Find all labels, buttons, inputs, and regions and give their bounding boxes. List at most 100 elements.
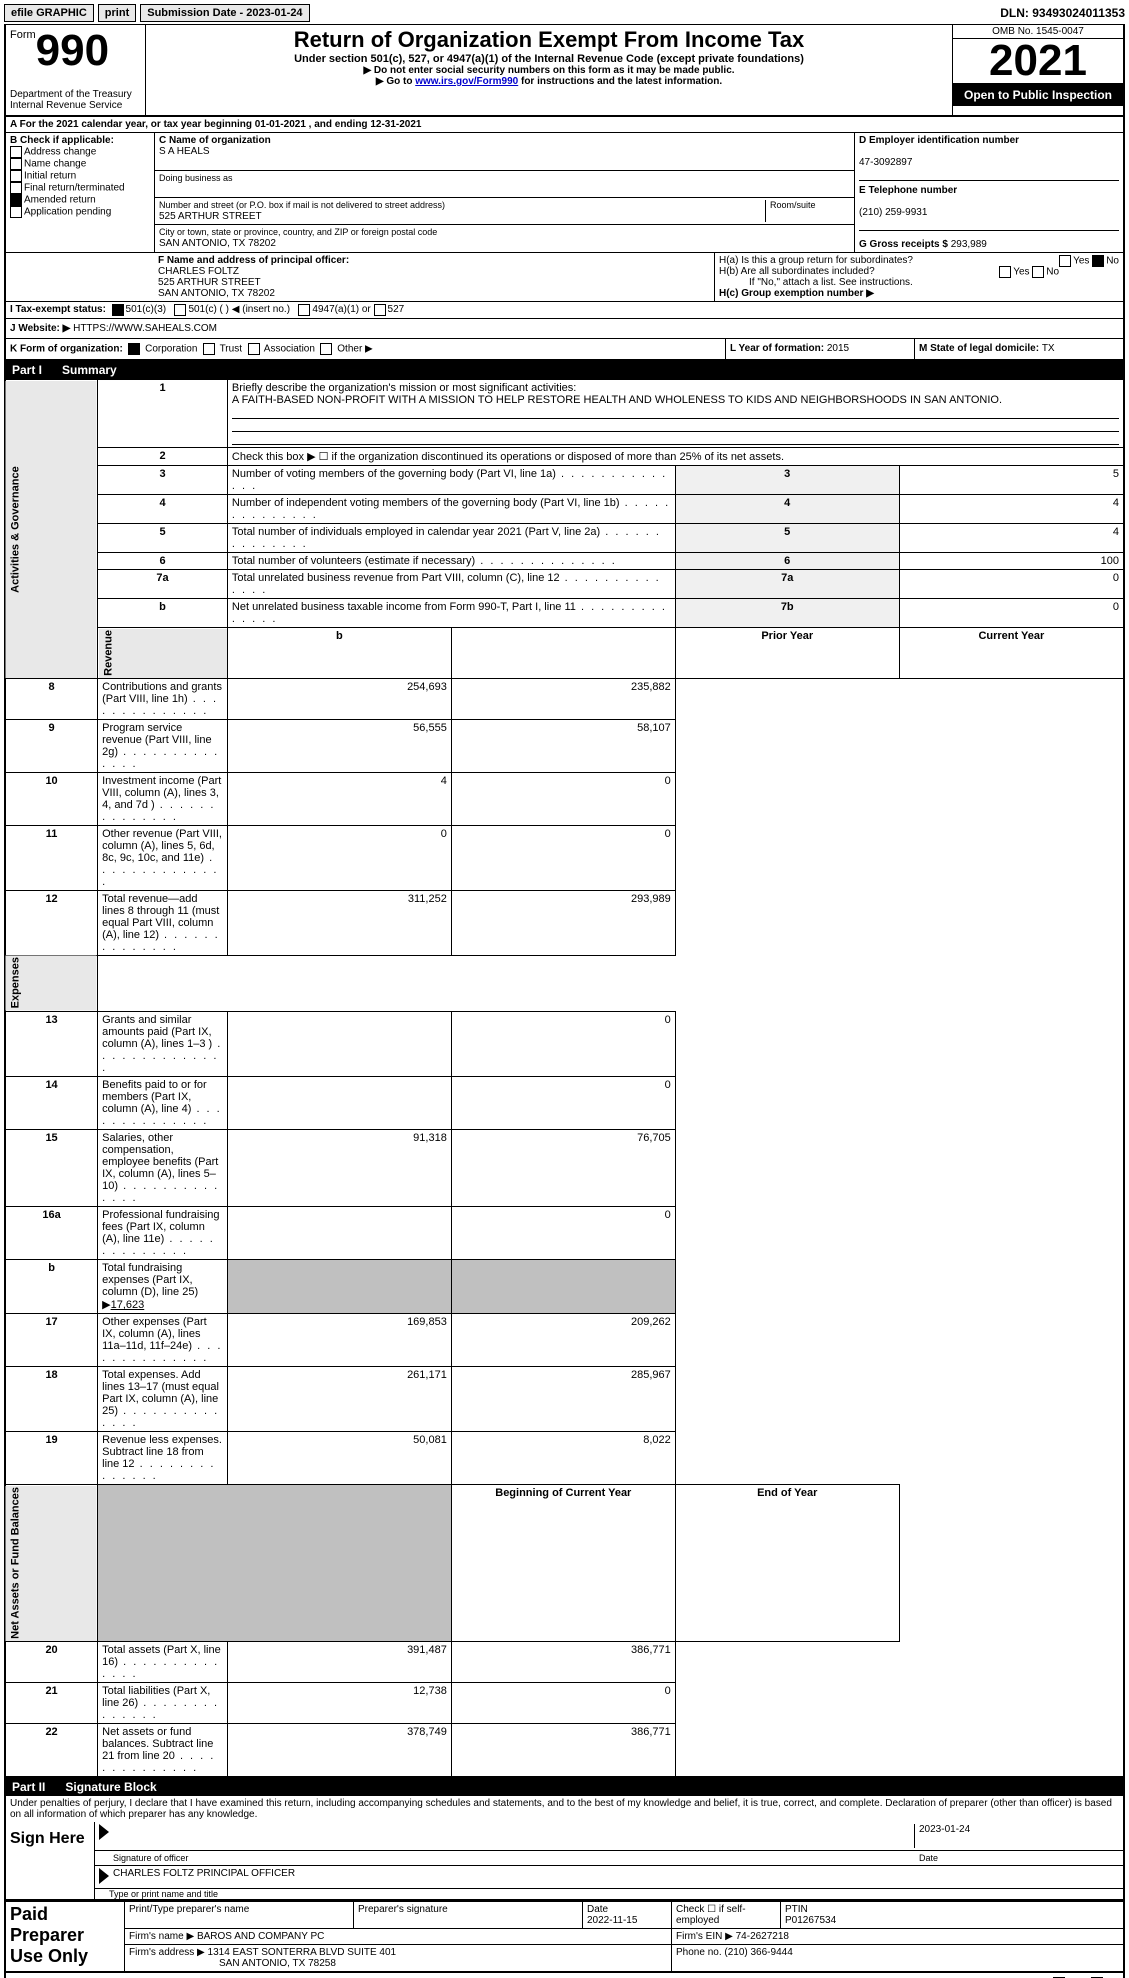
calendar-year-line: A For the 2021 calendar year, or tax yea… — [6, 117, 1123, 133]
final-return-checkbox[interactable] — [10, 182, 22, 194]
paid-preparer-label: Paid Preparer Use Only — [5, 1902, 125, 1973]
table-row: 10Investment income (Part VIII, column (… — [5, 772, 1124, 825]
city-state-zip: SAN ANTONIO, TX 78202 — [159, 238, 276, 249]
website-url: HTTPS://WWW.SAHEALS.COM — [73, 323, 217, 334]
line-2: Check this box ▶ ☐ if the organization d… — [227, 448, 1124, 466]
firm-phone: (210) 366-9444 — [724, 1947, 792, 1958]
officer-name: CHARLES FOLTZ PRINCIPAL OFFICER — [113, 1868, 295, 1886]
table-row: 17Other expenses (Part IX, column (A), l… — [5, 1314, 1124, 1367]
table-row: 13Grants and similar amounts paid (Part … — [5, 1012, 1124, 1077]
k-l-m-row: K Form of organization: Corporation Trus… — [6, 339, 1123, 359]
initial-return-checkbox[interactable] — [10, 170, 22, 182]
org-name: S A HEALS — [159, 146, 210, 157]
efile-label: efile GRAPHIC — [4, 4, 94, 22]
part1-header: Part I Summary — [4, 361, 1125, 379]
print-button[interactable]: print — [98, 4, 136, 22]
hb-yes-checkbox[interactable] — [999, 266, 1011, 278]
street-address: 525 ARTHUR STREET — [159, 211, 262, 222]
current-year-header: Current Year — [899, 628, 1124, 679]
principal-officer: F Name and address of principal officer:… — [154, 253, 715, 301]
501c-checkbox[interactable] — [174, 304, 186, 316]
end-year-header: End of Year — [675, 1485, 899, 1642]
b-checkboxes: B Check if applicable: Address change Na… — [6, 133, 155, 252]
instructions-link-line: ▶ Go to www.irs.gov/Form990 for instruct… — [150, 76, 948, 87]
arrow-icon — [99, 1824, 109, 1840]
subtitle-2: ▶ Do not enter social security numbers o… — [150, 65, 948, 76]
firm-address: 1314 EAST SONTERRA BLVD SUITE 401 — [208, 1947, 397, 1958]
tax-exempt-status: I Tax-exempt status: 501(c)(3) 501(c) ( … — [6, 302, 1123, 319]
form-title: Return of Organization Exempt From Incom… — [150, 27, 948, 53]
discuss-yes-checkbox[interactable] — [1053, 1977, 1065, 1978]
address-change-checkbox[interactable] — [10, 146, 22, 158]
501c3-checkbox[interactable] — [112, 304, 124, 316]
sign-here-label: Sign Here — [6, 1822, 95, 1899]
activities-governance-label: Activities & Governance — [5, 380, 98, 679]
year-formation: 2015 — [827, 343, 849, 354]
firm-name: BAROS AND COMPANY PC — [197, 1931, 324, 1942]
phone: (210) 259-9931 — [859, 207, 927, 218]
name-address-block: C Name of organizationS A HEALS Doing bu… — [155, 133, 855, 252]
irs-link[interactable]: www.irs.gov/Form990 — [415, 76, 518, 87]
table-row: 16aProfessional fundraising fees (Part I… — [5, 1207, 1124, 1260]
form-990: 990 — [36, 26, 109, 75]
other-checkbox[interactable] — [320, 343, 332, 355]
ha-yes-checkbox[interactable] — [1059, 255, 1071, 267]
state-domicile: TX — [1042, 343, 1055, 354]
table-row: 12Total revenue—add lines 8 through 11 (… — [5, 890, 1124, 955]
association-checkbox[interactable] — [248, 343, 260, 355]
h-block: H(a) Is this a group return for subordin… — [715, 253, 1123, 301]
ptin: P01267534 — [785, 1915, 836, 1926]
self-employed-check[interactable]: Check ☐ if self-employed — [672, 1902, 781, 1929]
firm-ein: 74-2627218 — [736, 1931, 789, 1942]
application-pending-checkbox[interactable] — [10, 206, 22, 218]
dln: DLN: 93493024011353 — [1000, 6, 1125, 20]
sig-date: 2023-01-24 — [914, 1824, 1119, 1848]
form-number-block: Form990 Department of the Treasury Inter… — [6, 25, 146, 115]
dept-treasury: Department of the Treasury Internal Reve… — [10, 89, 141, 111]
submission-date: Submission Date - 2023-01-24 — [140, 4, 309, 22]
subtitle-1: Under section 501(c), 527, or 4947(a)(1)… — [150, 53, 948, 65]
discuss-no-checkbox[interactable] — [1091, 1977, 1103, 1978]
table-row: 9Program service revenue (Part VIII, lin… — [5, 719, 1124, 772]
penalty-statement: Under penalties of perjury, I declare th… — [4, 1796, 1125, 1822]
preparer-table: Paid Preparer Use Only Print/Type prepar… — [4, 1901, 1125, 1973]
527-checkbox[interactable] — [374, 304, 386, 316]
table-row: 6Total number of volunteers (estimate if… — [5, 553, 1124, 570]
part2-header: Part II Signature Block — [4, 1778, 1125, 1796]
table-row: 22Net assets or fund balances. Subtract … — [5, 1724, 1124, 1778]
summary-table: Activities & Governance 1 Briefly descri… — [4, 379, 1125, 1778]
revenue-label: Revenue — [98, 628, 228, 679]
line-16b: Total fundraising expenses (Part IX, col… — [98, 1260, 228, 1314]
ein: 47-3092897 — [859, 157, 912, 168]
table-row: 5Total number of individuals employed in… — [5, 524, 1124, 553]
table-row: 15Salaries, other compensation, employee… — [5, 1130, 1124, 1207]
trust-checkbox[interactable] — [203, 343, 215, 355]
prior-year-header: Prior Year — [675, 628, 899, 679]
expenses-label: Expenses — [5, 955, 98, 1011]
table-row: 3Number of voting members of the governi… — [5, 466, 1124, 495]
table-row: 19Revenue less expenses. Subtract line 1… — [5, 1432, 1124, 1485]
corporation-checkbox[interactable] — [128, 343, 140, 355]
4947-checkbox[interactable] — [298, 304, 310, 316]
table-row: 14Benefits paid to or for members (Part … — [5, 1077, 1124, 1130]
omb-block: OMB No. 1545-0047 2021 Open to Public In… — [953, 25, 1123, 115]
title-block: Return of Organization Exempt From Incom… — [146, 25, 953, 115]
ha-no-checkbox[interactable] — [1092, 255, 1104, 267]
tax-year: 2021 — [953, 39, 1123, 84]
form-header: Form990 Department of the Treasury Inter… — [4, 24, 1125, 117]
hb-no-checkbox[interactable] — [1032, 266, 1044, 278]
discuss-row: May the IRS discuss this return with the… — [4, 1973, 1125, 1978]
mission-description: Briefly describe the organization's miss… — [227, 380, 1124, 448]
table-row: bNet unrelated business taxable income f… — [5, 599, 1124, 628]
table-row: 21Total liabilities (Part X, line 26)12,… — [5, 1683, 1124, 1724]
identity-section: A For the 2021 calendar year, or tax yea… — [4, 117, 1125, 361]
name-change-checkbox[interactable] — [10, 158, 22, 170]
table-row: 8Contributions and grants (Part VIII, li… — [5, 678, 1124, 719]
top-bar: efile GRAPHIC print Submission Date - 20… — [4, 4, 1125, 22]
ein-phone-block: D Employer identification number47-30928… — [855, 133, 1123, 252]
table-row: 4Number of independent voting members of… — [5, 495, 1124, 524]
signature-block: Sign Here 2023-01-24 Signature of office… — [4, 1822, 1125, 1901]
prep-date: 2022-11-15 — [587, 1915, 637, 1926]
amended-return-checkbox[interactable] — [10, 194, 22, 206]
table-row: 18Total expenses. Add lines 13–17 (must … — [5, 1367, 1124, 1432]
